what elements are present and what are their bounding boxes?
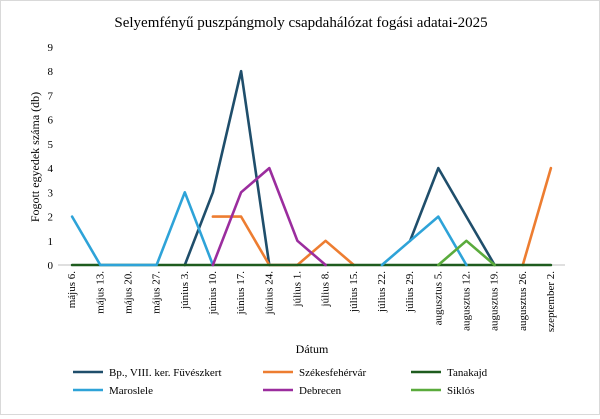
- x-tick-label: május 27.: [151, 271, 163, 314]
- x-tick-label: augusztus 19.: [489, 271, 501, 331]
- x-tick-label: június 17.: [235, 271, 247, 316]
- x-tick-label: július 8.: [320, 271, 332, 308]
- series-line-5: [436, 239, 496, 267]
- y-tick-label: 7: [48, 90, 54, 102]
- x-axis-label: Dátum: [296, 342, 329, 356]
- y-tick-label: 3: [48, 187, 54, 199]
- series-line-3: [380, 215, 468, 267]
- y-tick-label: 9: [48, 42, 54, 54]
- y-axis-label: Fogott egyedek száma (db): [28, 92, 42, 222]
- x-tick-label: augusztus 26.: [517, 271, 529, 331]
- x-tick-label: szeptember 2.: [545, 271, 557, 332]
- legend-label: Siklós: [447, 385, 475, 397]
- y-tick-label: 6: [48, 115, 54, 127]
- x-tick-label: május 13.: [94, 271, 106, 314]
- x-tick-label: június 3.: [179, 271, 191, 310]
- y-tick-label: 2: [48, 212, 54, 224]
- plot-area: 0 1 2 3 4 5 6 7 8 9 május 6. május 13. május 20. máju…: [48, 42, 565, 332]
- x-tick-label: július 29.: [404, 271, 416, 313]
- series-line-0: [183, 69, 271, 267]
- series-line-0: [408, 166, 496, 267]
- series-line-3: [70, 191, 215, 267]
- x-tick-label: július 15.: [348, 271, 360, 313]
- series-line-1: [211, 215, 356, 267]
- legend-label: Bp., VIII. ker. Füvészkert: [109, 367, 222, 379]
- legend-label: Debrecen: [299, 385, 342, 397]
- y-tick-label: 1: [48, 236, 54, 248]
- chart-title: Selyemfényű puszpángmoly csapdahálózat f…: [114, 15, 487, 31]
- x-tick-label: június 10.: [207, 271, 219, 316]
- series-line-4: [211, 166, 327, 267]
- x-tick-label: május 6.: [66, 271, 78, 309]
- series-line-1: [521, 166, 553, 267]
- y-tick-label: 0: [48, 260, 54, 272]
- y-tick-label: 5: [48, 139, 54, 151]
- x-tick-label: július 1.: [291, 271, 303, 308]
- legend-label: Maroslele: [109, 385, 153, 397]
- legend-label: Tanakajd: [447, 367, 488, 379]
- y-tick-label: 8: [48, 66, 54, 78]
- legend-label: Székesfehérvár: [299, 367, 367, 379]
- x-tick-label: június 24.: [263, 271, 275, 316]
- y-tick-label: 4: [48, 163, 54, 175]
- legend: Bp., VIII. ker. Füvészkert Székesfehérvár…: [73, 367, 488, 397]
- x-tick-label: augusztus 5.: [432, 271, 444, 326]
- x-tick-label: július 22.: [376, 271, 388, 313]
- x-tick-label: május 20.: [122, 271, 134, 314]
- x-tick-label: augusztus 12.: [460, 271, 472, 331]
